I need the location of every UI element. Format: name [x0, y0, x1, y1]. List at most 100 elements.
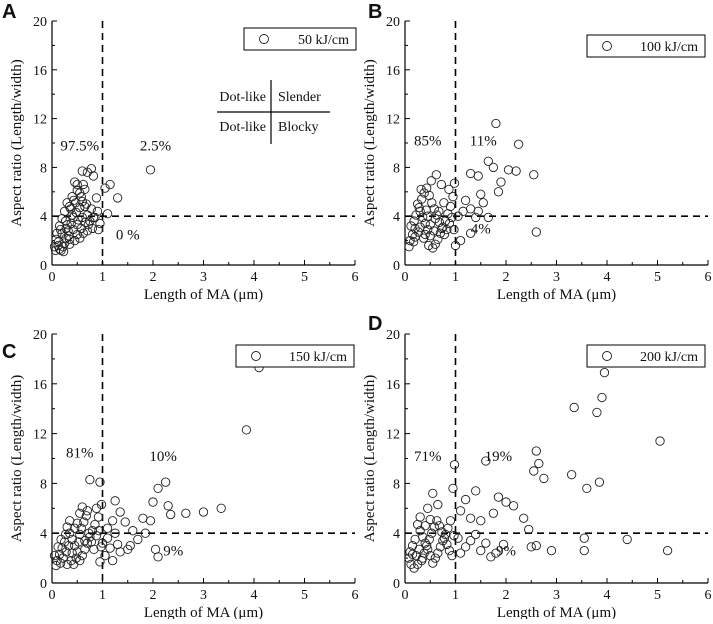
x-axis-title: Length of MA (μm) — [497, 605, 616, 619]
data-point — [107, 555, 118, 566]
data-point — [503, 165, 514, 175]
x-tick-label: 5 — [301, 270, 308, 285]
data-point — [153, 552, 163, 562]
data-point — [513, 139, 524, 149]
panel-letter: A — [2, 1, 16, 23]
data-point — [61, 547, 71, 557]
data-point — [481, 538, 491, 548]
annotation-label: 19% — [485, 449, 513, 465]
legend-box — [243, 27, 357, 51]
data-point — [73, 215, 83, 225]
data-point — [95, 218, 105, 229]
data-point — [434, 521, 444, 531]
data-point — [62, 559, 72, 569]
data-point — [79, 517, 89, 527]
data-point — [488, 162, 499, 173]
legend-marker — [251, 351, 261, 361]
data-point — [128, 526, 138, 536]
data-point — [444, 545, 455, 556]
data-point — [72, 547, 82, 557]
data-point — [437, 527, 447, 537]
y-tick-label: 12 — [33, 113, 47, 128]
legend: 200 kJ/cm — [586, 344, 706, 368]
data-point — [241, 425, 252, 435]
data-point — [95, 557, 105, 567]
annotation-label: 4% — [471, 221, 491, 237]
data-point — [95, 477, 105, 487]
data-point — [465, 228, 476, 238]
x-tick-label: 4 — [604, 270, 611, 285]
data-point — [582, 483, 592, 494]
data-point — [61, 223, 71, 234]
data-point — [508, 501, 519, 511]
data-point — [567, 470, 577, 480]
data-point — [449, 224, 459, 235]
panel-letter: D — [368, 313, 382, 335]
data-point — [434, 206, 444, 216]
data-point — [622, 534, 632, 545]
x-tick-label: 4 — [251, 270, 258, 285]
panel-letter: C — [2, 341, 16, 363]
key-bottom-right: Blocky — [278, 120, 318, 135]
x-tick-label: 6 — [352, 588, 359, 603]
data-point — [72, 518, 82, 528]
legend-box — [586, 34, 706, 58]
x-tick-label: 2 — [503, 588, 510, 603]
data-point — [426, 176, 436, 186]
data-series — [404, 367, 673, 573]
legend-label: 150 kJ/cm — [289, 350, 347, 365]
y-tick-label: 12 — [386, 113, 400, 128]
data-point — [67, 210, 77, 220]
data-point — [55, 224, 66, 235]
data-point — [408, 237, 419, 247]
data-point — [498, 539, 509, 550]
data-point — [447, 550, 457, 561]
data-point — [166, 509, 176, 520]
data-point — [420, 521, 430, 531]
annotation-label: 9% — [496, 544, 516, 560]
data-point — [423, 211, 433, 221]
data-point — [486, 552, 496, 562]
data-point — [50, 245, 61, 256]
key-bottom-left: Dot-like — [219, 120, 266, 135]
data-point — [428, 488, 438, 499]
data-point — [422, 541, 432, 551]
data-point — [125, 541, 135, 551]
data-point — [476, 189, 486, 199]
data-point — [424, 534, 434, 545]
x-tick-label: 2 — [503, 270, 510, 285]
data-point — [216, 503, 226, 513]
data-point — [75, 233, 85, 243]
data-point — [107, 516, 118, 526]
data-point — [404, 242, 414, 252]
data-point — [471, 486, 481, 496]
x-axis-title: Length of MA (μm) — [497, 287, 616, 303]
x-tick-label: 3 — [200, 588, 207, 603]
y-tick-label: 12 — [386, 428, 400, 443]
x-axis-title: Length of MA (μm) — [144, 287, 263, 303]
data-point — [148, 497, 158, 507]
data-point — [409, 216, 419, 226]
data-point — [431, 170, 441, 180]
data-point — [91, 531, 102, 541]
annotation-label: 2.5% — [140, 138, 171, 154]
data-point — [420, 229, 430, 240]
data-point — [444, 218, 455, 229]
annotation-label: 97.5% — [60, 138, 99, 154]
data-point — [67, 548, 77, 558]
data-point — [460, 542, 471, 552]
annotation-label: 71% — [414, 449, 442, 465]
x-tick-label: 1 — [99, 588, 106, 603]
data-point — [76, 223, 86, 234]
y-tick-label: 16 — [33, 64, 47, 79]
x-tick-label: 0 — [402, 270, 409, 285]
annotation-label: 10% — [149, 449, 177, 465]
x-tick-label: 0 — [49, 588, 56, 603]
data-point — [133, 534, 143, 545]
data-point — [65, 528, 75, 538]
annotation-label: 9% — [163, 544, 183, 560]
data-point — [483, 156, 493, 166]
data-point — [455, 506, 466, 516]
